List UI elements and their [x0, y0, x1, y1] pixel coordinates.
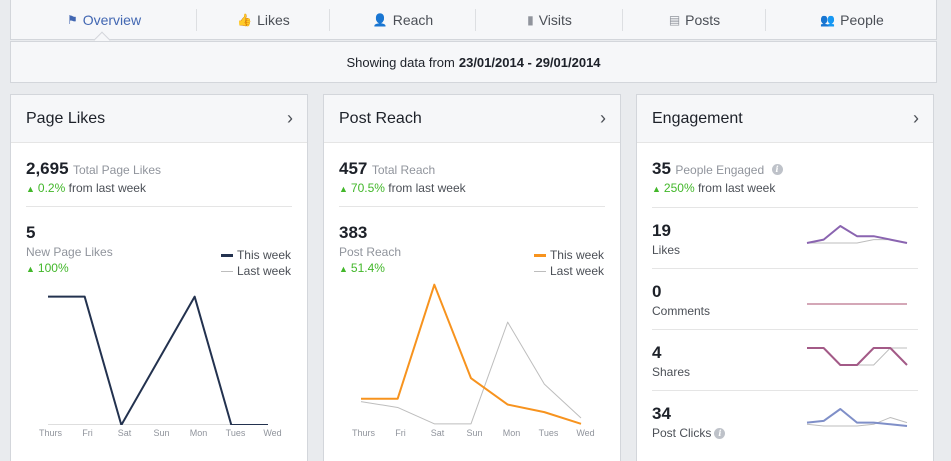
legend-last-week: Last week [549, 264, 604, 278]
legend-last-week: Last week [236, 264, 291, 278]
bar-chart-icon: ▮ [527, 13, 534, 27]
total-reach-value: 457 [339, 159, 368, 178]
info-icon[interactable]: i [714, 428, 726, 440]
people-engaged-value: 35 [652, 159, 671, 178]
engagement-metric-value: 0 [652, 282, 662, 301]
series-line-this-week [806, 225, 908, 244]
new-page-likes-value: 5 [26, 223, 36, 242]
x-tick-label: Wed [263, 428, 282, 438]
series-line-this-week [48, 295, 268, 425]
tab-likes[interactable]: 👍 Likes [197, 0, 330, 40]
legend-this-week: This week [549, 248, 604, 262]
post-reach-chart [360, 283, 582, 425]
x-tick-label: Sat [430, 428, 445, 438]
arrow-up-icon: ▲ [26, 264, 35, 274]
x-tick-label: Tues [225, 428, 246, 438]
page-likes-header[interactable]: Page Likes › [11, 95, 307, 143]
post-reach-value: 383 [339, 223, 368, 242]
total-page-likes-value: 2,695 [26, 159, 69, 178]
total-page-likes-label: Total Page Likes [73, 163, 162, 177]
x-tick-label: Wed [576, 428, 595, 438]
chevron-right-icon[interactable]: › [600, 108, 606, 128]
x-tick-label: Sun [153, 428, 170, 438]
x-tick-label: Sat [117, 428, 132, 438]
page-likes-chart [48, 295, 268, 425]
series-line-this-week [361, 283, 582, 425]
x-tick-label: Fri [395, 428, 406, 438]
nav-tabs: ⚑ Overview 👍 Likes 👤 Reach ▮ Visits ▤ Posts 👥 Peopl… [10, 0, 937, 40]
post-reach-header[interactable]: Post Reach › [324, 95, 620, 143]
tab-people[interactable]: 👥 People [766, 0, 938, 40]
date-range-prefix: Showing data from [346, 54, 455, 70]
arrow-up-icon: ▲ [26, 184, 35, 194]
engagement-metric-value: 34 [652, 404, 671, 423]
sparkline-comments [807, 303, 907, 305]
people-engaged-label: People Engaged [675, 163, 765, 177]
x-tick-label: Fri [82, 428, 93, 438]
tab-label: Likes [257, 12, 290, 28]
total-page-likes-change: ▲ 0.2% from last week [26, 181, 146, 195]
x-tick-label: Mon [189, 428, 208, 438]
posts-icon: ▤ [668, 13, 681, 27]
chevron-right-icon[interactable]: › [287, 108, 293, 128]
chevron-right-icon[interactable]: › [913, 108, 919, 128]
sparkline-likes [806, 225, 908, 244]
tab-posts[interactable]: ▤ Posts [623, 0, 766, 40]
x-tick-label: Tues [538, 428, 559, 438]
page-likes-x-axis: Thurs Fri Sat Sun Mon Tues Wed [32, 428, 291, 438]
tab-label: People [840, 12, 884, 28]
series-line-last-week [806, 417, 908, 427]
legend-this-week: This week [236, 248, 291, 262]
engagement-metric-label: Comments [652, 304, 711, 318]
info-icon[interactable]: i [771, 164, 783, 176]
date-range-dates: 23/01/2014 - 29/01/2014 [458, 54, 601, 70]
engagement-metric-label: Shares [652, 365, 691, 379]
overview-icon: ⚑ [66, 13, 78, 27]
tab-label: Visits [538, 12, 572, 28]
engagement-card: Engagement › 35 People Engaged i ▲ 250% f… [636, 94, 934, 461]
sparkline-post-clicks [806, 408, 908, 427]
engagement-header[interactable]: Engagement › [637, 95, 933, 143]
series-line-this-week [806, 408, 908, 427]
people-group-icon: 👥 [820, 13, 836, 27]
tab-label: Reach [392, 12, 434, 28]
post-reach-legend: This week Last week [533, 247, 604, 279]
x-tick-label: Mon [502, 428, 521, 438]
page-likes-card: Page Likes › 2,695 Total Page Likes ▲ 0.2… [10, 94, 308, 461]
new-page-likes-change: ▲ 100% [26, 261, 69, 275]
series-line-last-week [360, 321, 582, 425]
tab-visits[interactable]: ▮ Visits [476, 0, 623, 40]
engagement-title: Engagement [652, 109, 743, 127]
engagement-metric-label: Likes [652, 243, 681, 257]
post-reach-label: Post Reach [339, 245, 402, 259]
people-icon: 👤 [372, 13, 388, 27]
arrow-up-icon: ▲ [339, 264, 348, 274]
tab-label: Posts [685, 12, 721, 28]
post-reach-card: Post Reach › 457 Total Reach ▲ 70.5% from… [323, 94, 621, 461]
x-tick-label: Thurs [38, 428, 62, 438]
sparkline-shares [807, 347, 908, 366]
x-tick-label: Thurs [351, 428, 375, 438]
post-reach-change: ▲ 51.4% [339, 261, 385, 275]
post-reach-title: Post Reach [339, 109, 422, 127]
total-reach-label: Total Reach [371, 163, 436, 177]
arrow-up-icon: ▲ [652, 184, 661, 194]
tab-reach[interactable]: 👤 Reach [330, 0, 476, 40]
x-tick-label: Sun [466, 428, 483, 438]
date-range-bar: Showing data from 23/01/2014 - 29/01/201… [10, 41, 937, 83]
thumbs-up-icon: 👍 [237, 13, 253, 27]
engagement-metric-value: 4 [652, 343, 662, 362]
tab-label: Overview [82, 12, 142, 28]
post-reach-x-axis: Thurs Fri Sat Sun Mon Tues Wed [345, 428, 604, 438]
people-engaged-change: ▲ 250% from last week [652, 181, 776, 195]
page-likes-title: Page Likes [26, 109, 106, 127]
new-page-likes-label: New Page Likes [26, 245, 113, 259]
series-line-this-week [807, 347, 908, 366]
arrow-up-icon: ▲ [339, 184, 348, 194]
engagement-metric-value: 19 [652, 221, 671, 240]
tab-overview[interactable]: ⚑ Overview [11, 0, 197, 40]
engagement-metric-label: Post Clicks [652, 426, 712, 440]
total-reach-change: ▲ 70.5% from last week [339, 181, 466, 195]
page-likes-legend: This week Last week [220, 247, 291, 279]
